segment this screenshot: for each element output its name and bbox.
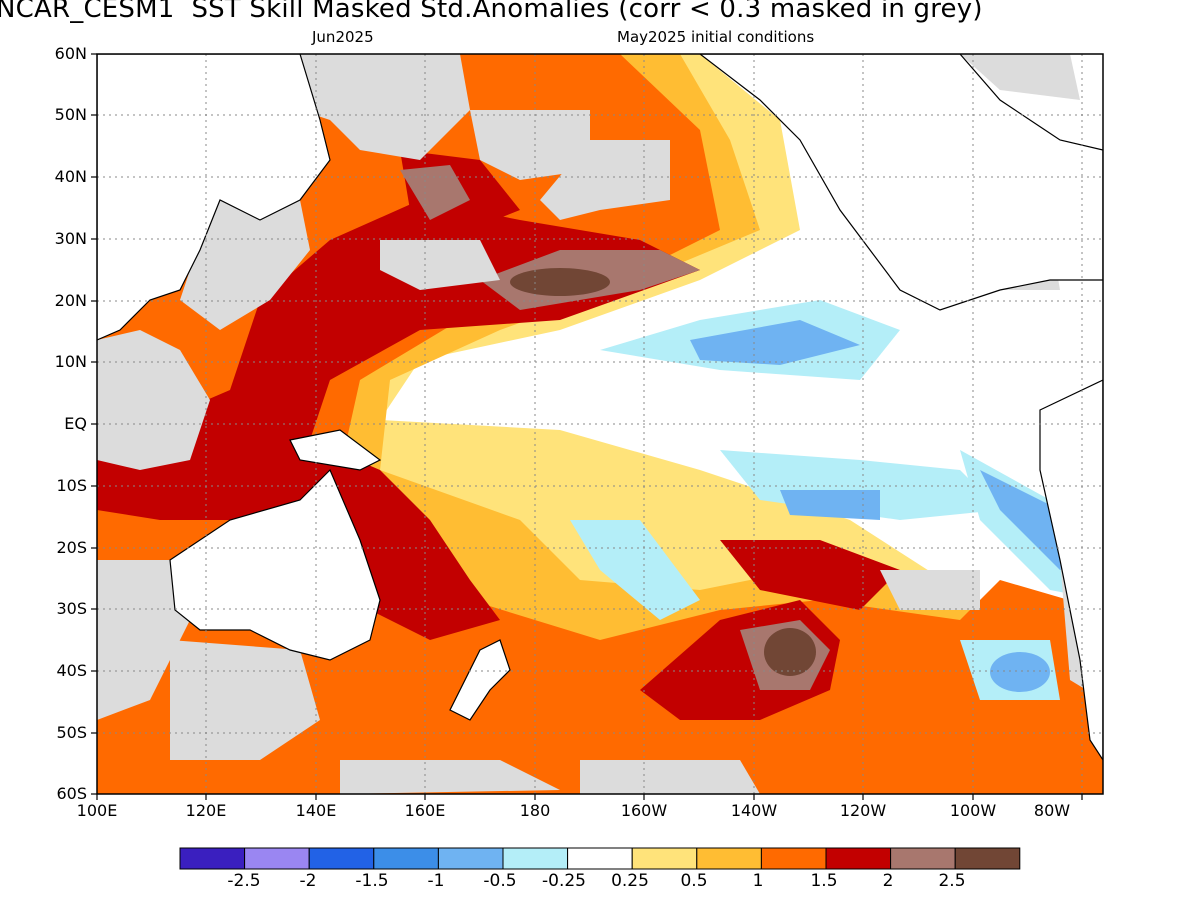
- colorbar-swatch: [890, 847, 956, 870]
- colorbar-label: 2: [882, 871, 894, 891]
- mask-southern-band: [340, 760, 560, 794]
- anomaly-2.5-north: [400, 165, 470, 220]
- mask-se-pacific-south: [580, 760, 760, 794]
- lon-label: 160W: [620, 801, 668, 820]
- colorbar: [179, 847, 1021, 870]
- new-guinea-land: [289, 429, 382, 471]
- anomaly-max-north: [510, 268, 610, 296]
- lat-label: 30N: [54, 229, 87, 248]
- anomaly-max-south: [764, 628, 816, 676]
- mask-indian-ocean: [97, 560, 190, 720]
- cool-south-east-core: [990, 652, 1050, 692]
- colorbar-label: -1: [427, 871, 445, 891]
- cool-band-north-core: [690, 320, 860, 365]
- lat-label: 20S: [56, 538, 87, 557]
- mask-midlat-west: [380, 240, 500, 290]
- mask-south-ocean: [170, 640, 320, 760]
- lat-label: EQ: [64, 414, 87, 433]
- new-zealand-land: [449, 639, 511, 721]
- colorbar-swatch: [502, 847, 569, 870]
- colorbar-swatch: [373, 847, 439, 870]
- colorbar-swatch: [244, 847, 310, 870]
- colorbar-swatch: [437, 847, 504, 870]
- lat-label: 50S: [56, 723, 87, 742]
- south-america-land: [1039, 379, 1103, 762]
- valid-month: Jun2025: [312, 28, 374, 46]
- lat-label: 60N: [54, 44, 87, 63]
- lat-label: 40S: [56, 661, 87, 680]
- colorbar-swatch: [825, 847, 892, 870]
- mask-north-pacific: [470, 110, 590, 180]
- lon-label: 80W: [1033, 801, 1071, 820]
- colorbar-label: 2.5: [938, 871, 966, 891]
- colorbar-label: -2: [299, 871, 317, 891]
- lon-label: 140W: [730, 801, 778, 820]
- lon-label: 180: [519, 801, 551, 820]
- colorbar-label: -0.5: [483, 871, 517, 891]
- mask-alaska: [960, 54, 1080, 100]
- lon-label: 120E: [185, 801, 227, 820]
- lat-label: 20N: [54, 291, 87, 310]
- mask-maritime: [97, 330, 210, 470]
- colorbar-swatch: [954, 847, 1021, 870]
- mask-asia-north: [280, 54, 470, 160]
- lat-label: 10S: [56, 476, 87, 495]
- colorbar-label: 1.5: [810, 871, 838, 891]
- map-field: [97, 54, 1103, 794]
- init-conditions: May2025 initial conditions: [617, 28, 815, 46]
- lat-label: 40N: [54, 167, 87, 186]
- cool-band-south: [570, 520, 700, 620]
- colorbar-label: 1: [752, 871, 764, 891]
- mask-north-pacific-2: [540, 140, 670, 220]
- colorbar-swatch: [631, 847, 698, 870]
- colorbar-swatch: [308, 847, 375, 870]
- north-america-land: [699, 54, 1103, 311]
- lon-label: 120W: [839, 801, 887, 820]
- lat-label: 60S: [56, 784, 87, 803]
- lon-label: 140E: [295, 801, 337, 820]
- colorbar-swatch: [760, 847, 827, 870]
- colorbar-label: -0.25: [542, 871, 586, 891]
- title-text: NCAR_CESM1 SST Skill Masked Std.Anomalie…: [0, 0, 983, 24]
- asia-land: [97, 54, 331, 341]
- lon-label: 100W: [949, 801, 997, 820]
- australia-land: [169, 468, 381, 661]
- lon-label: 160E: [404, 801, 446, 820]
- colorbar-label: 0.5: [680, 871, 708, 891]
- cool-band-eq-core: [780, 490, 880, 520]
- lon-label: 100E: [76, 801, 118, 820]
- colorbar-swatch: [567, 847, 633, 870]
- lat-label: 50N: [54, 105, 87, 124]
- colorbar-swatch: [179, 847, 246, 870]
- axis-ticks: [91, 53, 1083, 800]
- mask-east-asia: [180, 190, 310, 330]
- colorbar-label: 0.25: [611, 871, 649, 891]
- anomaly-2-region: [97, 200, 700, 640]
- lat-label: 30S: [56, 599, 87, 618]
- mask-south-east: [880, 570, 980, 610]
- colorbar-label: -1.5: [355, 871, 389, 891]
- anomaly-2-south2-region: [720, 540, 900, 610]
- coastlines: [97, 54, 1103, 762]
- colorbar-swatch: [696, 847, 762, 870]
- lat-label: 10N: [54, 352, 87, 371]
- colorbar-label: -2.5: [227, 871, 261, 891]
